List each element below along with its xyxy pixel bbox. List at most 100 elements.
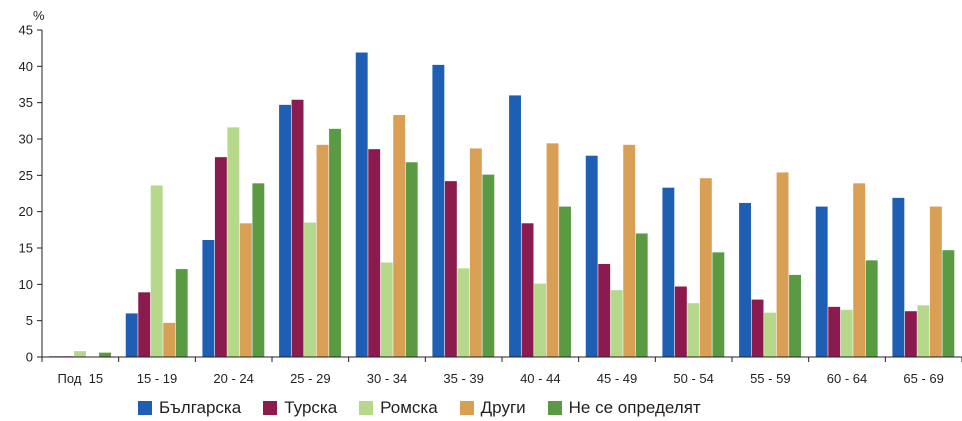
y-tick-label: 30	[19, 132, 33, 147]
x-tick-label: 45 - 49	[597, 371, 637, 386]
x-tick-label: 65 - 69	[903, 371, 943, 386]
y-tick-label: 25	[19, 168, 33, 183]
bar	[623, 144, 636, 357]
bar	[892, 197, 905, 357]
legend-swatch	[547, 401, 562, 415]
bar	[687, 303, 700, 357]
bar	[304, 222, 316, 357]
bar	[252, 183, 265, 357]
bar	[559, 206, 571, 357]
legend-swatch	[263, 401, 278, 415]
bar	[815, 206, 828, 357]
x-tick-label: 35 - 39	[443, 371, 483, 386]
bar	[635, 233, 648, 357]
bar	[585, 155, 598, 357]
y-tick-label: 5	[26, 313, 33, 328]
bar	[393, 115, 406, 358]
bar	[74, 351, 86, 357]
bar	[789, 274, 801, 357]
bar	[509, 95, 521, 358]
legend: Българска Турска Ромска Други Не се определя…	[138, 398, 723, 418]
bar	[840, 309, 853, 357]
y-tick-label: 10	[19, 277, 33, 292]
bar	[764, 312, 776, 357]
x-tick-label: 50 - 54	[673, 371, 713, 386]
bar	[227, 127, 240, 357]
bar	[942, 250, 955, 357]
bar	[917, 305, 930, 357]
x-tick-label: 30 - 34	[367, 371, 407, 386]
bar	[546, 143, 559, 357]
bar	[904, 311, 917, 357]
bar	[482, 174, 495, 357]
bar	[279, 104, 291, 357]
bar	[828, 306, 841, 357]
bar	[457, 268, 470, 357]
bar	[329, 128, 341, 357]
y-tick-label: 45	[19, 23, 33, 38]
y-tick-label: 0	[26, 350, 33, 365]
bar	[751, 299, 764, 357]
legend-label: Други	[480, 398, 526, 417]
bar	[214, 157, 227, 357]
bar	[291, 99, 304, 357]
bar	[202, 240, 215, 357]
x-tick-label: 60 - 64	[827, 371, 867, 386]
bar	[776, 172, 789, 357]
bar	[699, 178, 712, 357]
bar	[610, 290, 623, 357]
bar	[469, 148, 482, 357]
bar	[405, 162, 418, 357]
bar	[598, 263, 611, 357]
legend-swatch	[359, 401, 374, 415]
legend-item: Българска	[138, 398, 241, 418]
y-axis: 0 5 10 15 20 25 30 35 40 45	[19, 23, 43, 365]
legend-label: Ромска	[380, 398, 438, 417]
bar	[125, 313, 138, 357]
bar	[712, 252, 725, 357]
bars	[49, 52, 955, 358]
bar	[534, 283, 546, 357]
bar	[368, 149, 381, 357]
bar	[739, 202, 751, 357]
bar	[175, 269, 188, 357]
x-tick-label: 25 - 29	[290, 371, 330, 386]
bar	[521, 223, 534, 357]
bar	[138, 292, 151, 357]
y-axis-label: %	[33, 8, 45, 23]
bar	[865, 260, 878, 357]
bar	[150, 185, 163, 357]
bar	[662, 187, 675, 357]
bar	[853, 183, 866, 357]
bar	[929, 206, 942, 357]
y-tick-label: 40	[19, 59, 33, 74]
legend-label: Не се определят	[568, 398, 701, 417]
legend-item: Турска	[263, 398, 337, 418]
y-tick-label: 35	[19, 95, 33, 110]
legend-label: Турска	[284, 398, 338, 417]
bar	[674, 286, 687, 357]
x-tick-label: 55 - 59	[750, 371, 790, 386]
bar	[380, 262, 393, 357]
legend-swatch	[459, 401, 474, 415]
y-tick-label: 15	[19, 241, 33, 256]
bar	[239, 223, 252, 357]
bar	[99, 352, 111, 357]
legend-item: Ромска	[359, 398, 438, 418]
bar	[444, 181, 457, 357]
legend-item: Други	[459, 398, 526, 418]
x-tick-label: Под 15	[58, 371, 104, 386]
legend-swatch	[138, 401, 152, 415]
y-tick-label: 20	[19, 204, 33, 219]
bar	[163, 322, 176, 357]
x-tick-label: 20 - 24	[213, 371, 253, 386]
legend-label: Българска	[159, 398, 242, 417]
bar	[432, 64, 445, 357]
bar	[316, 144, 329, 357]
x-tick-label: 15 - 19	[137, 371, 177, 386]
x-tick-label: 40 - 44	[520, 371, 560, 386]
x-axis: Под 15 15 - 19 20 - 24 25 - 29 30 - 34 35 - 3…	[41, 356, 962, 386]
bar	[355, 52, 368, 357]
legend-item: Не се определят	[547, 398, 701, 418]
